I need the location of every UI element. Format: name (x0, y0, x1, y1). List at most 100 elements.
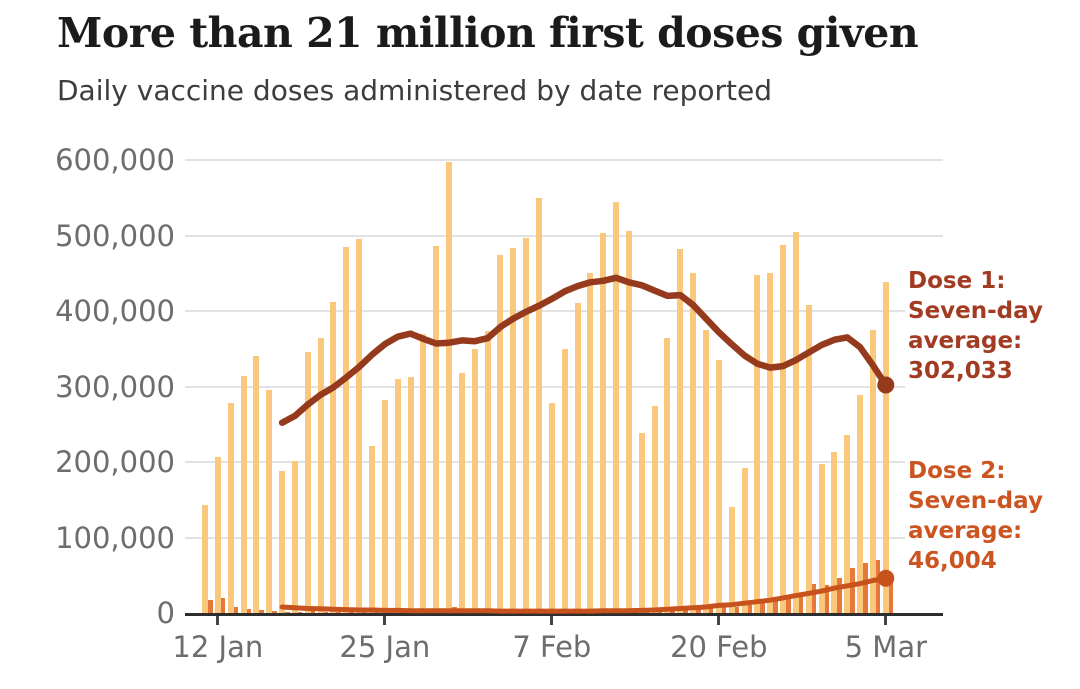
bar-dose1-daily (343, 246, 350, 613)
bar-dose1-daily (818, 463, 825, 613)
bar-dose1-daily (510, 248, 517, 613)
x-axis-label: 20 Feb (670, 630, 768, 664)
bar-dose1-daily (214, 456, 221, 613)
bar-dose1-daily (677, 249, 684, 613)
dose2-average-line (279, 575, 889, 614)
bar-dose2-daily (246, 609, 252, 613)
bar-dose2-daily (708, 607, 714, 613)
bar-dose2-daily (696, 608, 701, 613)
bar-dose1-daily (497, 255, 504, 613)
bar-dose1-daily (420, 333, 427, 613)
bar-dose1-daily (279, 471, 286, 613)
dose2-line-end-dot (877, 569, 895, 587)
bar-dose1-daily (844, 434, 851, 613)
gridline (185, 234, 943, 237)
bar-dose2-daily (323, 611, 329, 613)
bar-dose1-daily (548, 403, 555, 613)
bar-dose1-daily (857, 394, 864, 613)
y-axis-label: 600,000 (55, 143, 175, 177)
bar-dose1-daily (266, 390, 273, 613)
bar-dose2-daily (798, 595, 804, 613)
dose2-average-annotation: Dose 2: Seven-day average: 46,004 (908, 456, 1080, 576)
plot-area (185, 159, 943, 625)
bar-dose1-daily (381, 400, 388, 613)
bar-dose1-daily (587, 273, 594, 613)
bar-dose2-daily (721, 606, 727, 613)
bar-dose2-daily (336, 611, 341, 613)
bar-dose2-daily (233, 606, 239, 613)
x-axis-tick (550, 616, 554, 625)
annotation-line: average: (908, 518, 1023, 544)
bar-dose1-daily (600, 233, 607, 613)
bar-dose1-daily (780, 245, 787, 613)
bar-dose1-daily (767, 273, 774, 613)
gridline (185, 536, 905, 539)
bar-dose1-daily (561, 348, 568, 613)
bar-dose2-daily (259, 609, 264, 613)
bar-dose2-daily (297, 611, 303, 613)
bar-dose2-daily (272, 610, 277, 613)
bar-dose1-daily (613, 201, 620, 613)
y-axis-label: 500,000 (55, 218, 175, 253)
bar-dose1-daily (471, 348, 478, 613)
y-axis-label: 200,000 (55, 445, 175, 479)
bar-dose2-daily (773, 600, 778, 613)
bar-dose2-daily (734, 606, 740, 613)
bar-dose2-daily (310, 610, 316, 613)
bar-dose2-daily (786, 597, 791, 613)
bar-dose1-daily (741, 468, 748, 613)
bar-dose1-daily (523, 237, 530, 613)
y-axis-labels: 0 100,000 200,000 300,000 400,000 500,000 600,… (0, 0, 177, 689)
bar-dose1-daily (446, 161, 453, 613)
x-axis-label: 5 Mar (844, 630, 928, 664)
y-axis-label: 100,000 (55, 520, 175, 555)
y-axis-label: 0 (156, 596, 175, 630)
gridline (185, 310, 905, 312)
bar-dose1-daily (433, 246, 440, 613)
bar-dose1-daily (394, 378, 401, 613)
x-axis-tick (717, 616, 721, 625)
x-axis-tick (884, 616, 888, 625)
x-axis-label: 12 Jan (172, 630, 264, 664)
seven-day-average-lines (278, 274, 895, 614)
bar-dose1-daily (882, 281, 889, 613)
chart-title: More than 21 million first doses given (57, 9, 919, 57)
bar-dose1-daily (317, 338, 324, 613)
annotation-value: 302,033 (908, 358, 1013, 384)
annotation-line: Seven-day (908, 488, 1043, 514)
bar-dose2-daily (863, 563, 868, 613)
y-axis-label: 300,000 (55, 369, 175, 404)
chart-subtitle: Daily vaccine doses administered by date… (57, 74, 773, 107)
bar-dose1-daily (304, 351, 311, 613)
x-axis-label: 7 Feb (512, 630, 592, 664)
gridline (185, 385, 905, 388)
bar-dose2-daily (220, 597, 226, 613)
bar-dose2-daily (837, 578, 842, 613)
bar-dose2-daily (824, 585, 830, 613)
annotation-value: 46,004 (908, 548, 997, 574)
bar-dose1-daily (253, 356, 260, 613)
bar-dose1-daily (702, 329, 709, 613)
x-axis-tick (216, 616, 220, 625)
dose1-average-annotation: Dose 1: Seven-day average: 302,033 (908, 266, 1080, 386)
bar-dose1-daily (240, 375, 247, 613)
bar-dose2-daily (888, 576, 894, 613)
x-axis-tick-labels: 12 Jan 25 Jan 7 Feb 20 Feb 5 Mar (172, 630, 943, 672)
bar-dose1-daily (356, 239, 363, 613)
bar-dose1-daily (227, 403, 234, 613)
bar-dose1-daily (792, 232, 799, 613)
bar-dose2-daily (670, 609, 675, 613)
x-axis-label: 25 Jan (339, 630, 431, 664)
bar-dose2-daily (875, 560, 881, 613)
bar-dose1-daily (651, 406, 658, 613)
bar-dose2-daily (683, 609, 688, 613)
bar-dose1-daily (664, 338, 671, 613)
bar-dose1-daily (869, 329, 876, 613)
annotation-line: Dose 2: (908, 458, 1006, 484)
bar-dose2-daily (747, 605, 753, 613)
bar-dose1-daily (535, 197, 542, 613)
bar-dose1-daily (330, 301, 337, 613)
bar-dose2-daily (208, 600, 213, 613)
annotation-line: Dose 1: (908, 268, 1006, 294)
